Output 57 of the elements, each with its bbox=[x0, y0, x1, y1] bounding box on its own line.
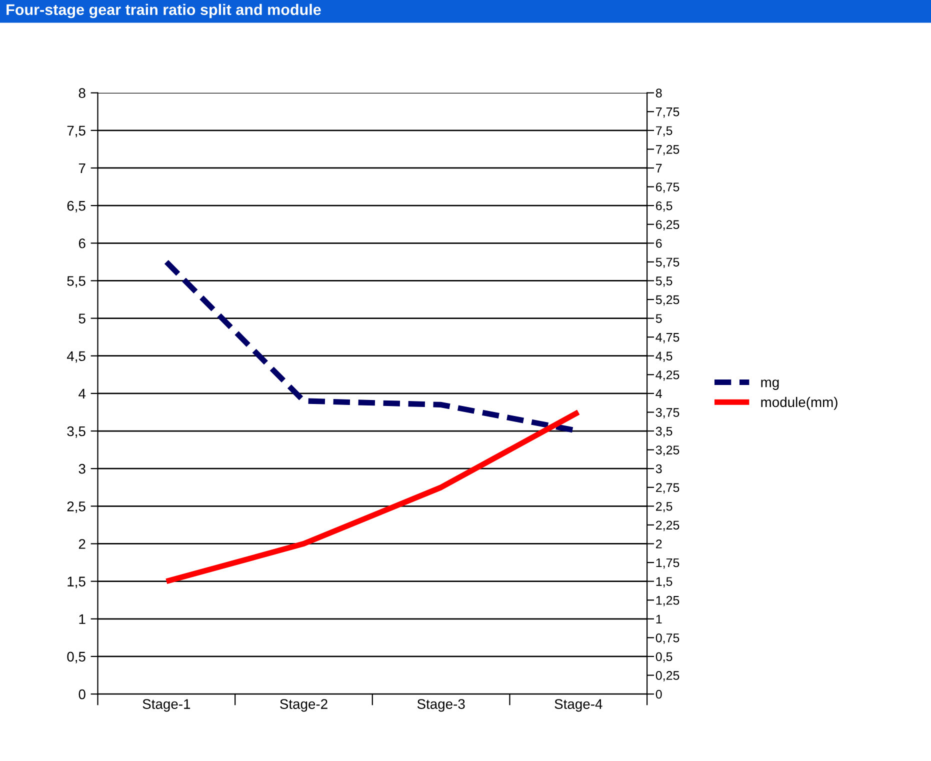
y2-tick-label: 5,75 bbox=[656, 258, 680, 268]
y2-tick-label: 7 bbox=[656, 164, 662, 173]
y2-tick-label: 4 bbox=[656, 389, 662, 398]
y-tick-label: 4 bbox=[78, 388, 86, 398]
y2-tick-label: 2,75 bbox=[656, 483, 680, 494]
x-tick-label: Stage-4 bbox=[554, 699, 602, 712]
y2-tick-label: 2 bbox=[656, 540, 662, 548]
y-tick-label: 2,5 bbox=[67, 501, 86, 513]
y2-tick-label: 6 bbox=[656, 238, 662, 248]
y-tick-label: 5,5 bbox=[67, 276, 86, 288]
y-tick-label: 3,5 bbox=[67, 426, 86, 438]
y2-tick-label: 3,5 bbox=[656, 426, 672, 438]
y2-tick-label: 6,5 bbox=[656, 201, 672, 212]
y2-tick-label: 3,75 bbox=[656, 408, 680, 418]
y2-tick-label: 3,25 bbox=[656, 446, 680, 456]
y-tick-label: 0 bbox=[78, 689, 86, 700]
y2-tick-label: 6,75 bbox=[656, 182, 680, 193]
y2-tick-label: 5,25 bbox=[656, 295, 680, 306]
y-tick-label: 6,5 bbox=[67, 200, 86, 212]
x-tick-label: Stage-3 bbox=[417, 699, 465, 712]
y-tick-label: 4,5 bbox=[66, 351, 86, 363]
y-tick-label: 1 bbox=[79, 614, 86, 624]
y-tick-label: 7,5 bbox=[67, 126, 86, 138]
y2-tick-label: 7,25 bbox=[656, 145, 680, 156]
y2-tick-label: 7,5 bbox=[656, 126, 672, 137]
y2-tick-label: 4,5 bbox=[656, 352, 672, 362]
y2-tick-label: 0,25 bbox=[656, 671, 680, 682]
y2-tick-label: 2,25 bbox=[656, 520, 680, 532]
y2-tick-label: 2,5 bbox=[656, 502, 672, 512]
y-tick-label: 2 bbox=[78, 539, 86, 549]
legend-label: mg bbox=[761, 380, 779, 390]
chart-title: Four-stage gear train ratio split and module bbox=[6, 4, 321, 18]
y2-tick-label: 7,75 bbox=[656, 108, 680, 118]
y2-tick-label: 5 bbox=[656, 314, 662, 323]
y2-tick-label: 4,75 bbox=[656, 333, 680, 344]
y2-tick-label: 0 bbox=[656, 690, 662, 699]
y2-tick-label: 4,25 bbox=[656, 370, 680, 381]
y2-tick-label: 3 bbox=[656, 464, 662, 474]
y-tick-label: 0,5 bbox=[67, 652, 86, 664]
y2-tick-label: 1,25 bbox=[656, 596, 680, 606]
y-tick-label: 5 bbox=[78, 314, 86, 324]
y2-tick-label: 1,75 bbox=[656, 558, 680, 569]
y2-tick-label: 0,75 bbox=[656, 633, 680, 644]
y2-tick-label: 8 bbox=[656, 88, 662, 98]
y-tick-label: 8 bbox=[78, 88, 86, 98]
x-tick-label: Stage-1 bbox=[142, 699, 190, 712]
y2-tick-label: 0,5 bbox=[656, 652, 672, 663]
y2-tick-label: 6,25 bbox=[656, 220, 680, 230]
legend-label: module(mm) bbox=[761, 396, 838, 410]
x-tick-label: Stage-2 bbox=[280, 699, 328, 712]
y-tick-label: 6 bbox=[78, 238, 86, 248]
y-tick-label: 1,5 bbox=[68, 576, 86, 588]
y2-tick-label: 1,5 bbox=[656, 577, 672, 588]
y2-tick-label: 5,5 bbox=[656, 276, 672, 287]
y2-tick-label: 1 bbox=[656, 614, 662, 624]
y-tick-label: 7 bbox=[78, 163, 86, 174]
y-tick-label: 3 bbox=[78, 464, 86, 474]
